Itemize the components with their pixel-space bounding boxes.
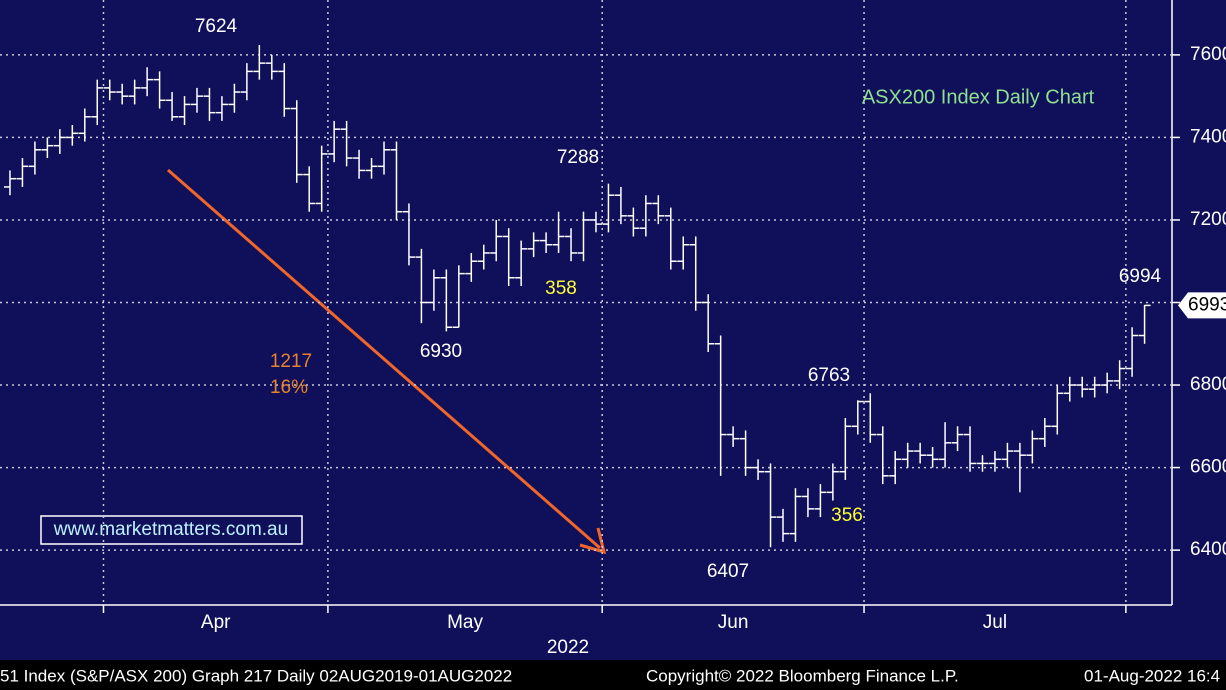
annotation: 358	[545, 278, 577, 299]
peak-label: 6994	[1119, 266, 1162, 287]
last-price-tag	[1178, 292, 1226, 319]
peak-label: 6763	[808, 365, 850, 386]
footer-band	[0, 660, 1226, 690]
y-tick-label: 7600	[1190, 44, 1226, 65]
peak-label: 7288	[557, 147, 599, 168]
x-tick-label: May	[447, 612, 483, 633]
x-tick-label: Jun	[718, 612, 749, 633]
arrow-head	[579, 527, 607, 555]
trend-arrow	[167, 168, 601, 550]
footer-date: 01-Aug-2022 16:4	[1084, 666, 1220, 685]
x-axis-label: 2022	[547, 637, 589, 658]
annotation: 1217	[270, 351, 312, 372]
x-tick-label: Jul	[983, 612, 1007, 633]
watermark: www.marketmatters.com.au	[53, 519, 288, 540]
watermark-box	[40, 515, 303, 545]
y-tick-label: 6800	[1190, 374, 1226, 395]
chart-title: ASX200 Index Daily Chart	[862, 86, 1095, 108]
last-price: 6993	[1188, 294, 1226, 315]
footer-left: 51 Index (S&P/ASX 200) Graph 217 Daily 0…	[0, 666, 512, 685]
y-tick-label: 7400	[1190, 126, 1226, 147]
footer-copyright: Copyright© 2022 Bloomberg Finance L.P.	[646, 666, 959, 685]
y-tick-label: 6400	[1190, 539, 1226, 560]
x-tick-label: Apr	[201, 612, 231, 633]
y-tick-label: 6600	[1190, 457, 1226, 478]
y-tick-label: 7200	[1190, 209, 1226, 230]
annotation: 356	[831, 505, 863, 526]
peak-label: 6407	[707, 561, 749, 582]
peak-label: 7624	[195, 16, 238, 37]
annotation: 16%	[270, 377, 308, 398]
peak-label: 6930	[420, 341, 462, 362]
